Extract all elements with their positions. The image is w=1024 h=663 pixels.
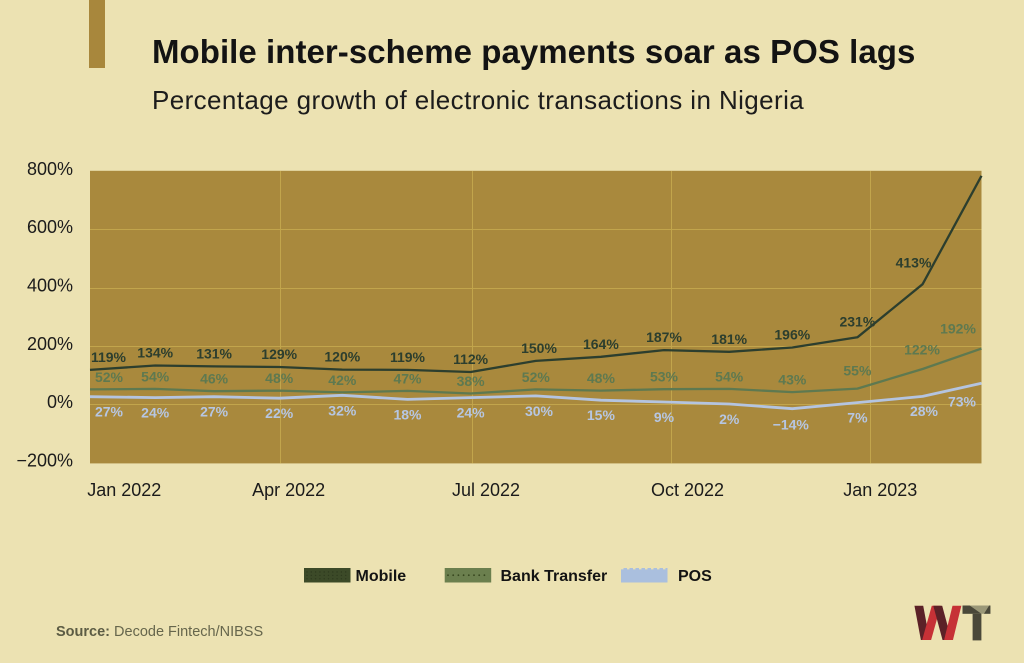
svg-text:7%: 7%	[847, 410, 868, 426]
svg-text:0%: 0%	[47, 392, 73, 412]
svg-text:400%: 400%	[27, 276, 73, 296]
svg-text:192%: 192%	[940, 321, 976, 337]
svg-text:27%: 27%	[95, 404, 124, 420]
svg-text:Jan 2023: Jan 2023	[843, 480, 917, 500]
svg-text:120%: 120%	[324, 349, 360, 365]
svg-text:119%: 119%	[91, 349, 127, 365]
svg-text:Oct 2022: Oct 2022	[651, 480, 724, 500]
svg-text:24%: 24%	[457, 405, 486, 421]
svg-text:129%: 129%	[261, 346, 297, 362]
svg-text:22%: 22%	[265, 405, 294, 421]
svg-text:800%: 800%	[27, 159, 73, 179]
svg-text:181%: 181%	[711, 331, 747, 347]
svg-text:Apr 2022: Apr 2022	[252, 480, 325, 500]
svg-text:32%: 32%	[328, 402, 357, 418]
svg-text:15%: 15%	[587, 407, 616, 423]
svg-text:231%: 231%	[839, 314, 875, 330]
svg-text:24%: 24%	[141, 405, 170, 421]
svg-text:187%: 187%	[646, 329, 682, 345]
svg-text:2%: 2%	[719, 411, 740, 427]
svg-text:48%: 48%	[587, 370, 616, 386]
svg-text:119%: 119%	[390, 349, 426, 365]
svg-text:27%: 27%	[200, 404, 229, 420]
svg-text:Mobile: Mobile	[356, 568, 407, 585]
svg-text:30%: 30%	[525, 403, 554, 419]
svg-text:−200%: −200%	[16, 450, 73, 470]
svg-text:112%: 112%	[453, 351, 489, 367]
svg-text:164%: 164%	[583, 336, 619, 352]
svg-text:43%: 43%	[778, 372, 807, 388]
svg-text:200%: 200%	[27, 334, 73, 354]
svg-text:122%: 122%	[904, 342, 940, 358]
svg-text:150%: 150%	[521, 340, 557, 356]
svg-text:Jul 2022: Jul 2022	[452, 480, 520, 500]
svg-text:52%: 52%	[522, 369, 551, 385]
svg-text:54%: 54%	[141, 368, 170, 384]
svg-text:131%: 131%	[196, 345, 232, 361]
svg-text:52%: 52%	[95, 369, 124, 385]
svg-text:42%: 42%	[328, 372, 357, 388]
svg-text:54%: 54%	[715, 368, 744, 384]
svg-text:55%: 55%	[843, 363, 872, 379]
svg-text:47%: 47%	[393, 370, 422, 386]
svg-text:46%: 46%	[200, 371, 229, 387]
svg-text:−14%: −14%	[773, 417, 810, 433]
svg-text:48%: 48%	[265, 370, 294, 386]
svg-text:Jan 2022: Jan 2022	[87, 480, 161, 500]
svg-text:Bank Transfer: Bank Transfer	[501, 568, 608, 585]
svg-text:POS: POS	[678, 568, 712, 585]
svg-text:18%: 18%	[393, 406, 422, 422]
svg-text:9%: 9%	[654, 409, 675, 425]
svg-text:73%: 73%	[948, 393, 977, 409]
svg-text:196%: 196%	[774, 327, 810, 343]
svg-text:38%: 38%	[457, 373, 486, 389]
svg-text:134%: 134%	[137, 345, 173, 361]
svg-text:600%: 600%	[27, 217, 73, 237]
svg-text:413%: 413%	[896, 255, 932, 271]
svg-text:53%: 53%	[650, 369, 679, 385]
svg-text:28%: 28%	[910, 403, 939, 419]
